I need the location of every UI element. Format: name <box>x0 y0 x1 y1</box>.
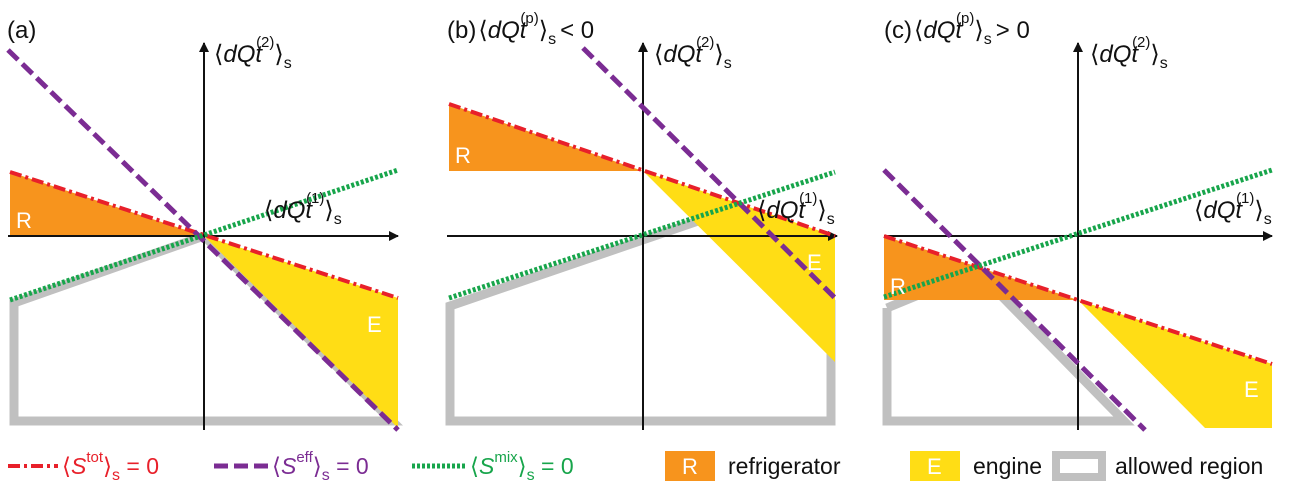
legend-effective-label: ⟨Seff⟩s = 0 <box>272 449 369 481</box>
legend-allowed-label: allowed region <box>1115 453 1263 479</box>
panel-label: (b)⟨dQt(p)⟩s < 0 <box>447 10 594 48</box>
panel-a: R E (a) ⟨dQt(2)⟩s ⟨dQt(1)⟩s <box>6 17 403 432</box>
legend-allowed-swatch <box>1052 451 1106 481</box>
total-entropy-line <box>448 102 836 238</box>
region-e-letter: E <box>367 312 382 337</box>
total-entropy-line <box>883 234 1273 366</box>
panel-label: (a) <box>7 17 36 44</box>
engine-region <box>643 171 835 362</box>
y-axis-label: ⟨dQt(2)⟩s <box>1090 34 1168 72</box>
effective-entropy-line <box>6 48 400 432</box>
legend: ⟨Stot⟩s = 0 ⟨Seff⟩s = 0 ⟨Smix⟩s = 0 R re… <box>8 449 1263 481</box>
region-r-letter: R <box>890 274 906 299</box>
mixing-entropy-line <box>883 167 1273 300</box>
total-entropy-line <box>9 170 399 300</box>
y-axis-label: ⟨dQt(2)⟩s <box>654 34 732 72</box>
legend-refrigerator-swatch <box>665 451 715 481</box>
panel-label: (c)⟨dQt(p)⟩s > 0 <box>884 10 1030 48</box>
mixing-entropy-line <box>448 169 836 301</box>
panel-letter: (b) <box>447 17 476 44</box>
legend-engine-letter: E <box>927 454 942 479</box>
region-r-letter: R <box>455 143 471 168</box>
region-e-letter: E <box>1244 377 1259 402</box>
legend-refrigerator-label: refrigerator <box>728 453 841 479</box>
legend-engine-label: engine <box>973 453 1042 479</box>
legend-mixing-label: ⟨Smix⟩s = 0 <box>470 449 574 481</box>
x-axis-label: ⟨dQt(1)⟩s <box>264 190 342 228</box>
panel-letter: (c) <box>884 17 912 44</box>
effective-entropy-line <box>882 168 1147 432</box>
region-r-letter: R <box>16 208 32 233</box>
x-axis-label: ⟨dQt(1)⟩s <box>1194 190 1272 228</box>
legend-refrigerator-letter: R <box>682 454 698 479</box>
legend-total-label: ⟨Stot⟩s = 0 <box>62 449 159 481</box>
effective-entropy-line <box>581 46 837 300</box>
x-axis-label: ⟨dQt(1)⟩s <box>757 190 835 228</box>
panel-b: R E (b)⟨dQt(p)⟩s < 0 ⟨dQt(2)⟩s ⟨dQt(1)⟩s <box>445 10 838 430</box>
region-e-letter: E <box>807 250 822 275</box>
legend-engine-swatch <box>910 451 960 481</box>
mixing-entropy-line <box>9 167 399 303</box>
y-axis-label: ⟨dQt(2)⟩s <box>214 34 292 72</box>
panel-c: R E (c)⟨dQt(p)⟩s > 0 ⟨dQt(2)⟩s ⟨dQt(1)⟩s <box>882 10 1273 432</box>
engine-region <box>1078 300 1272 428</box>
